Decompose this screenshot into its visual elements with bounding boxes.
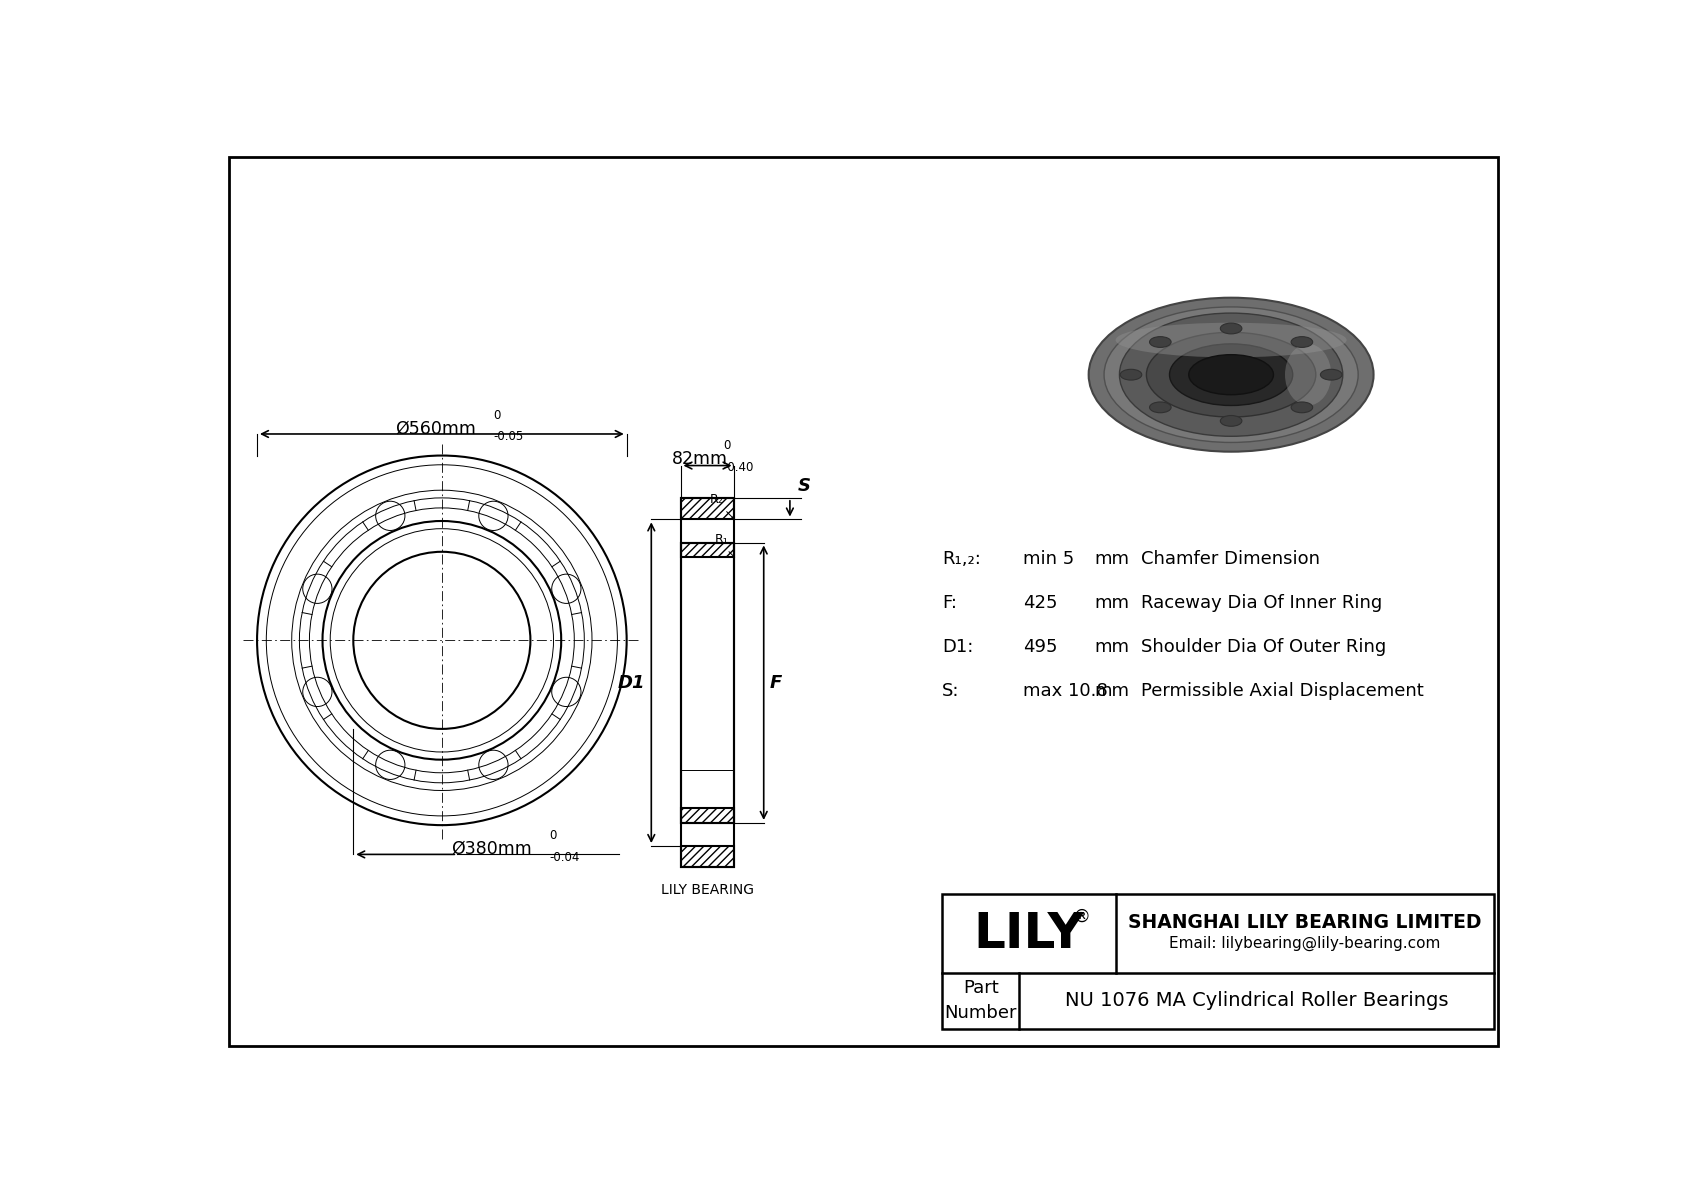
Text: LILY BEARING: LILY BEARING	[662, 883, 754, 897]
Bar	[680, 809, 734, 823]
Text: mm: mm	[1095, 594, 1130, 612]
Bar	[680, 543, 734, 557]
Ellipse shape	[1088, 298, 1374, 451]
Text: 495: 495	[1024, 638, 1058, 656]
Text: 0: 0	[549, 829, 557, 842]
Text: S: S	[798, 476, 810, 494]
Text: Part
Number: Part Number	[945, 979, 1017, 1022]
Text: min 5: min 5	[1024, 550, 1074, 568]
Ellipse shape	[1169, 344, 1293, 405]
Text: Ø560mm: Ø560mm	[396, 419, 477, 437]
Ellipse shape	[1221, 416, 1241, 426]
Bar	[680, 498, 734, 519]
Text: mm: mm	[1095, 682, 1130, 700]
Text: -0.04: -0.04	[549, 850, 579, 863]
Text: mm: mm	[1095, 550, 1130, 568]
Text: max 10.8: max 10.8	[1024, 682, 1108, 700]
Text: D1:: D1:	[943, 638, 973, 656]
Ellipse shape	[1285, 344, 1332, 405]
Text: 82mm: 82mm	[672, 450, 727, 468]
Text: Permissible Axial Displacement: Permissible Axial Displacement	[1142, 682, 1423, 700]
Bar	[680, 557, 734, 809]
Text: F: F	[770, 674, 781, 692]
Text: SHANGHAI LILY BEARING LIMITED: SHANGHAI LILY BEARING LIMITED	[1128, 913, 1482, 933]
Ellipse shape	[1120, 369, 1142, 380]
Text: Ø380mm: Ø380mm	[451, 840, 532, 858]
Text: R₁,₂:: R₁,₂:	[943, 550, 982, 568]
Bar	[680, 543, 734, 823]
Text: 425: 425	[1024, 594, 1058, 612]
Text: mm: mm	[1095, 638, 1130, 656]
Text: Chamfer Dimension: Chamfer Dimension	[1142, 550, 1320, 568]
Ellipse shape	[1189, 355, 1273, 394]
Ellipse shape	[1292, 403, 1312, 413]
Text: Raceway Dia Of Inner Ring: Raceway Dia Of Inner Ring	[1142, 594, 1383, 612]
Ellipse shape	[1320, 369, 1342, 380]
Text: LILY: LILY	[973, 910, 1084, 958]
Text: NU 1076 MA Cylindrical Roller Bearings: NU 1076 MA Cylindrical Roller Bearings	[1066, 991, 1448, 1010]
Ellipse shape	[1150, 337, 1170, 348]
Ellipse shape	[1105, 307, 1359, 442]
Text: Shoulder Dia Of Outer Ring: Shoulder Dia Of Outer Ring	[1142, 638, 1386, 656]
Bar	[680, 846, 734, 867]
Ellipse shape	[1147, 332, 1315, 417]
Ellipse shape	[1120, 313, 1342, 436]
Text: F:: F:	[943, 594, 958, 612]
Ellipse shape	[1292, 337, 1312, 348]
Ellipse shape	[1221, 323, 1241, 333]
Ellipse shape	[1115, 323, 1347, 357]
Bar	[943, 894, 1494, 1029]
Ellipse shape	[1150, 403, 1170, 413]
Bar	[680, 498, 734, 867]
Text: -0.40: -0.40	[722, 461, 753, 474]
Bar	[680, 771, 734, 846]
Text: R₁: R₁	[714, 532, 727, 545]
Text: Email: lilybearing@lily-bearing.com: Email: lilybearing@lily-bearing.com	[1169, 936, 1442, 952]
Text: D1: D1	[618, 674, 645, 692]
Text: 0: 0	[722, 438, 731, 451]
Text: -0.05: -0.05	[493, 430, 524, 443]
Text: ®: ®	[1073, 908, 1090, 925]
Text: R₂: R₂	[711, 493, 724, 506]
Text: 0: 0	[493, 409, 500, 422]
Text: S:: S:	[943, 682, 960, 700]
